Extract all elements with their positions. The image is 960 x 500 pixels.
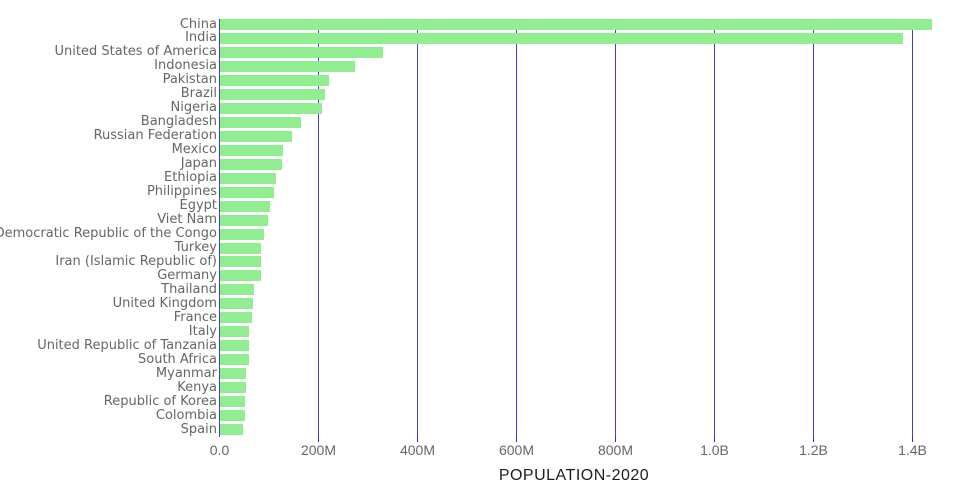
- bar[interactable]: [219, 186, 274, 198]
- x-tick: [812, 437, 815, 442]
- bar-label: Brazil: [180, 86, 217, 102]
- grid-line: [812, 19, 815, 437]
- bar-label: Republic of Korea: [103, 393, 217, 409]
- grid-line: [911, 19, 914, 437]
- bar-label: Bangladesh: [140, 114, 217, 130]
- bar[interactable]: [219, 284, 255, 296]
- bar-label: Nigeria: [170, 100, 217, 116]
- bar[interactable]: [219, 60, 355, 72]
- bar[interactable]: [219, 158, 283, 170]
- bar-label: Pakistan: [162, 72, 217, 88]
- bar[interactable]: [219, 130, 292, 142]
- bar[interactable]: [219, 19, 932, 30]
- grid-line: [713, 19, 716, 437]
- bar[interactable]: [219, 340, 250, 352]
- bar-label: Viet Nam: [157, 212, 217, 228]
- bar[interactable]: [219, 88, 325, 100]
- x-tick-label: 0.0: [209, 442, 230, 458]
- bar[interactable]: [219, 172, 277, 184]
- bar-label: Kenya: [177, 379, 217, 395]
- grid-line: [515, 19, 518, 437]
- bar[interactable]: [219, 228, 264, 240]
- bar[interactable]: [219, 32, 903, 44]
- bar-label: South Africa: [138, 351, 217, 367]
- bar-label: Colombia: [155, 407, 217, 423]
- bar[interactable]: [219, 102, 322, 114]
- bar-label: Spain: [180, 421, 217, 437]
- bar-label: Iran (Islamic Republic of): [55, 253, 217, 269]
- bar-label: France: [173, 309, 217, 325]
- bar-label: China: [179, 16, 217, 32]
- bar[interactable]: [219, 242, 262, 254]
- bar-label: United Republic of Tanzania: [37, 337, 217, 353]
- x-tick: [515, 437, 518, 442]
- x-tick-label: 1.0B: [700, 442, 729, 458]
- bar-label: Russian Federation: [93, 128, 217, 144]
- bar[interactable]: [219, 424, 243, 436]
- x-tick-label: 1.2B: [799, 442, 828, 458]
- bar-label: Democratic Republic of the Congo: [0, 226, 217, 242]
- bar-label: Egypt: [179, 198, 217, 214]
- bar-label: Turkey: [174, 240, 217, 256]
- grid-line: [317, 19, 320, 437]
- bar[interactable]: [219, 74, 329, 86]
- bar[interactable]: [219, 410, 245, 422]
- bar[interactable]: [219, 354, 249, 366]
- bar-label: Italy: [188, 323, 217, 339]
- bar-label: Ethiopia: [164, 170, 217, 186]
- x-tick: [614, 437, 617, 442]
- bar[interactable]: [219, 382, 247, 394]
- x-tick-label: 600M: [498, 442, 535, 458]
- bar-label: Germany: [157, 267, 217, 283]
- bar[interactable]: [219, 312, 252, 324]
- bar-label: Philippines: [146, 184, 217, 200]
- grid-line: [614, 19, 617, 437]
- x-tick-label: 800M: [597, 442, 634, 458]
- x-axis-title: POPULATION-2020: [498, 467, 650, 484]
- bar-label: Indonesia: [154, 58, 217, 74]
- bar[interactable]: [219, 116, 302, 128]
- bar[interactable]: [219, 326, 250, 338]
- x-tick-label: 200M: [300, 442, 337, 458]
- x-tick: [416, 437, 419, 442]
- bar-label: India: [185, 30, 217, 46]
- bar[interactable]: [219, 214, 268, 226]
- x-tick-label: 400M: [399, 442, 436, 458]
- bar-label: Thailand: [161, 281, 217, 297]
- bar[interactable]: [219, 368, 247, 380]
- grid-line: [416, 19, 419, 437]
- x-tick: [911, 437, 914, 442]
- bar-label: Myanmar: [155, 365, 217, 381]
- bar[interactable]: [219, 200, 271, 212]
- x-tick: [317, 437, 320, 442]
- bar[interactable]: [219, 256, 262, 268]
- bar[interactable]: [219, 270, 261, 282]
- x-tick-label: 1.4B: [898, 442, 927, 458]
- bar[interactable]: [219, 298, 254, 310]
- bar-label: Mexico: [171, 142, 217, 158]
- bar[interactable]: [219, 396, 245, 408]
- bar-label: United Kingdom: [112, 295, 217, 311]
- bar-label: Japan: [180, 156, 217, 172]
- bar[interactable]: [219, 46, 384, 58]
- grid-line: [218, 19, 221, 437]
- bar[interactable]: [219, 144, 284, 156]
- bar-label: United States of America: [54, 44, 217, 60]
- x-tick: [713, 437, 716, 442]
